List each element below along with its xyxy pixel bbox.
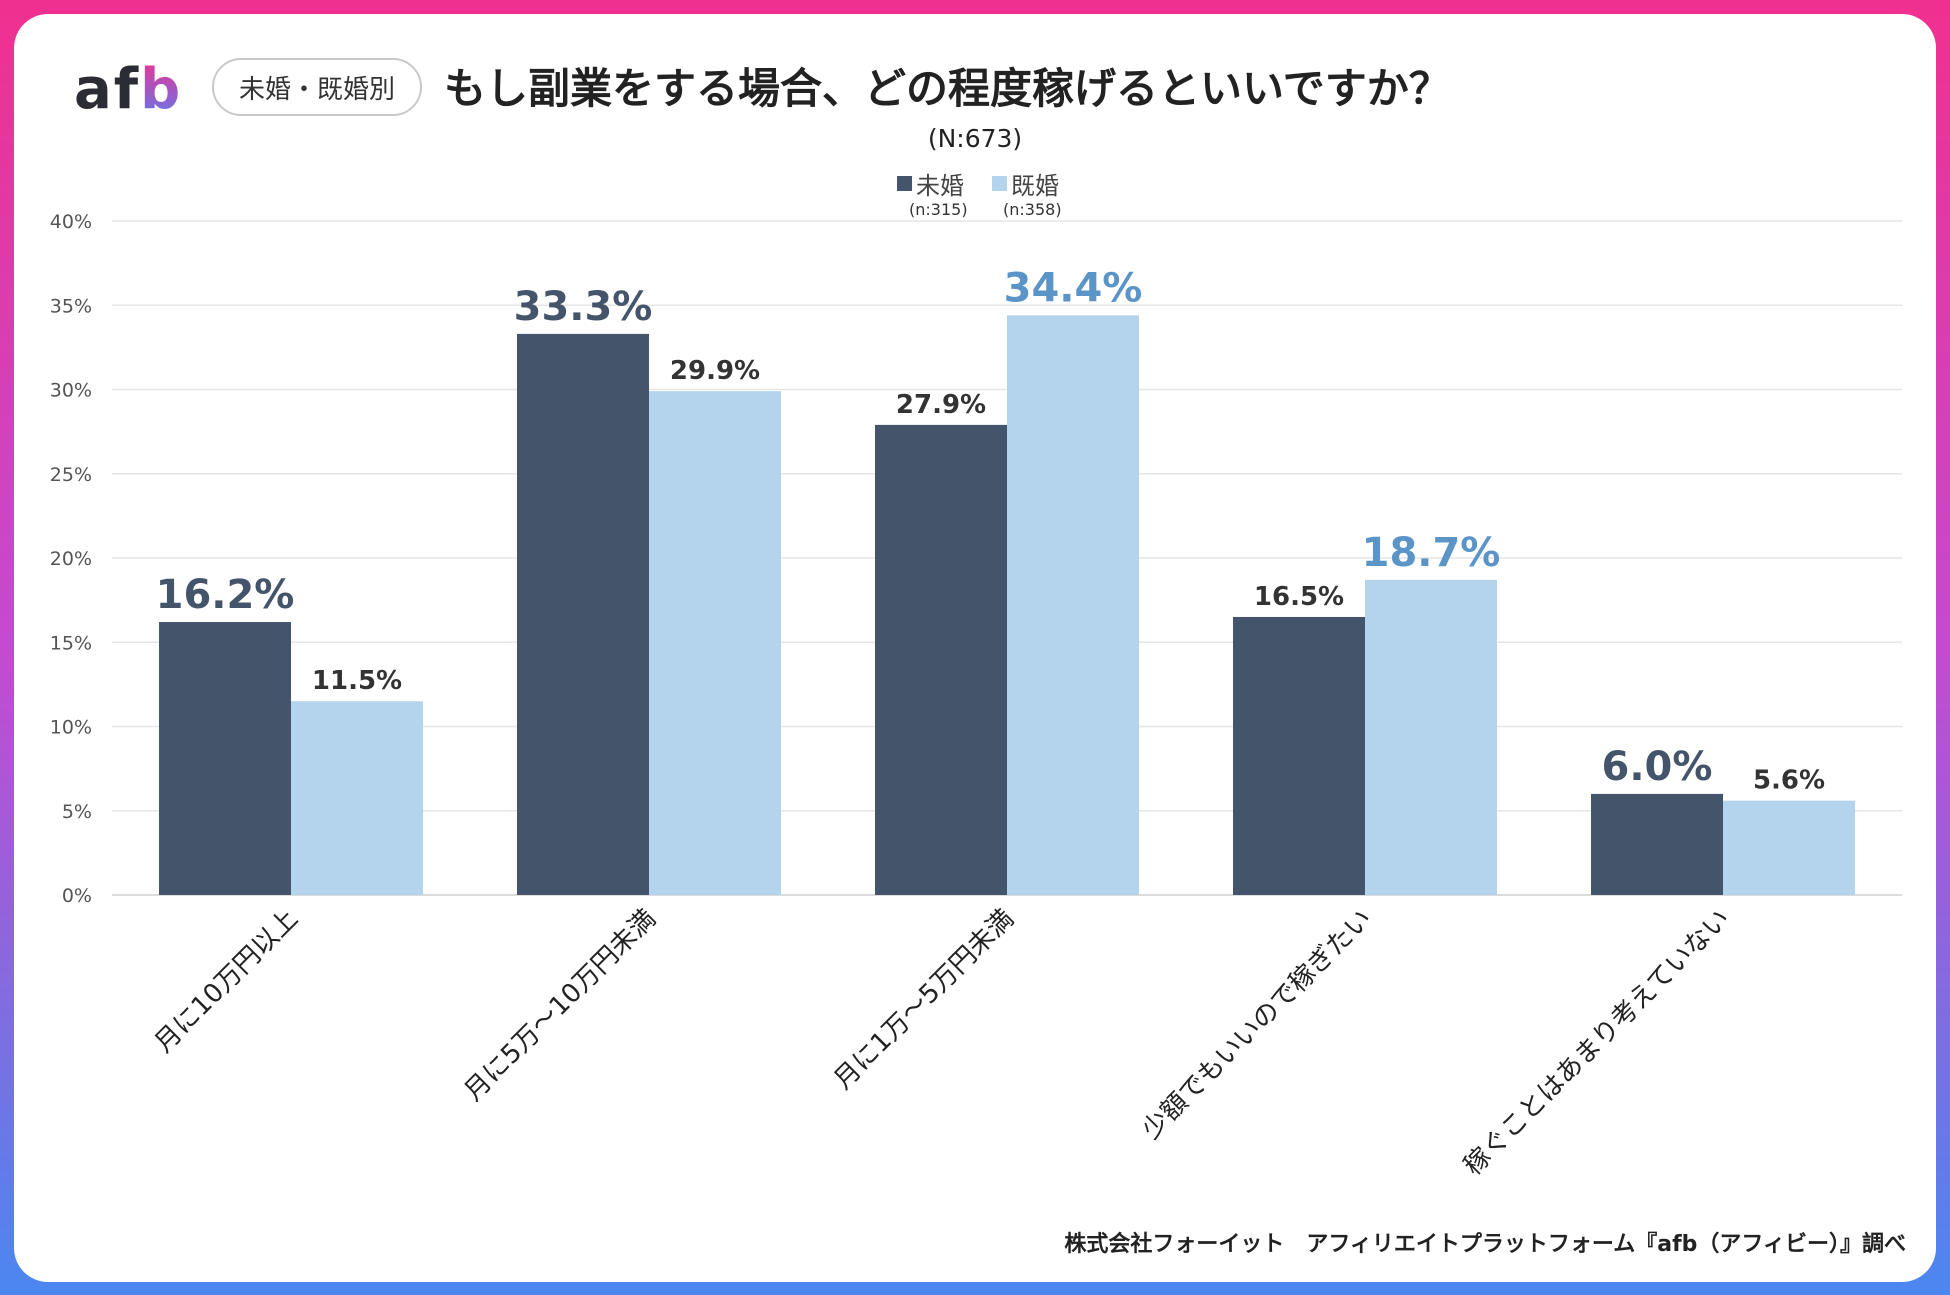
data-label: 6.0%	[1602, 744, 1713, 790]
category-label: 稼ぐことはあまり考えていない	[1458, 904, 1736, 1182]
bar-unmarried	[159, 622, 291, 895]
y-tick-label: 40%	[50, 211, 92, 233]
category-label: 月に5万〜10万円未満	[459, 904, 662, 1107]
segment-pill: 未婚・既婚別	[212, 58, 422, 116]
bar-married	[291, 701, 423, 895]
logo-text-b: b	[140, 57, 183, 122]
bar-unmarried	[517, 333, 649, 895]
legend-item-unmarried: 未婚	[897, 166, 964, 201]
data-label: 33.3%	[514, 284, 653, 330]
y-tick-label: 5%	[62, 801, 92, 823]
bar-married	[1365, 579, 1497, 895]
y-tick-label: 10%	[50, 717, 92, 739]
data-label: 16.5%	[1254, 582, 1344, 612]
bar-married	[1007, 315, 1139, 895]
sample-size: (N:673)	[927, 124, 1023, 153]
source-credit: 株式会社フォーイット アフィリエイトプラットフォーム『afb（アフィビー）』調べ	[1064, 1232, 1906, 1257]
category-label: 月に10万円以上	[149, 904, 304, 1059]
bar-married	[1723, 800, 1855, 895]
y-tick-label: 30%	[50, 380, 92, 402]
legend-label-married: 既婚	[1011, 172, 1059, 200]
legend-label-unmarried: 未婚	[916, 172, 964, 200]
y-tick-label: 20%	[50, 548, 92, 570]
bar-married	[649, 391, 781, 895]
afb-logo: afb	[74, 58, 182, 122]
legend-swatch-unmarried	[897, 176, 912, 191]
category-label: 少額でもいいので稼ぎたい	[1136, 904, 1377, 1145]
data-label: 34.4%	[1004, 265, 1143, 311]
data-label: 16.2%	[156, 572, 295, 618]
y-tick-label: 0%	[62, 885, 92, 907]
legend-item-married: 既婚	[992, 166, 1059, 201]
y-tick-label: 15%	[50, 632, 92, 654]
y-tick-label: 35%	[50, 295, 92, 317]
data-label: 18.7%	[1362, 530, 1501, 576]
bar-unmarried	[1233, 616, 1365, 895]
data-label: 11.5%	[312, 666, 402, 696]
category-label: 月に1万〜5万円未満	[828, 904, 1020, 1096]
page-title: もし副業をする場合、どの程度稼げるといいですか？	[444, 64, 1451, 113]
bar-unmarried	[1591, 793, 1723, 895]
data-label: 29.9%	[670, 356, 760, 386]
legend-n-unmarried: (n:315)	[909, 200, 968, 219]
legend-swatch-married	[992, 176, 1007, 191]
y-tick-label: 25%	[50, 464, 92, 486]
data-label: 27.9%	[896, 390, 986, 420]
logo-text-af: af	[74, 57, 141, 122]
bar-unmarried	[875, 424, 1007, 895]
data-label: 5.6%	[1753, 766, 1825, 796]
legend-n-married: (n:358)	[1003, 200, 1062, 219]
